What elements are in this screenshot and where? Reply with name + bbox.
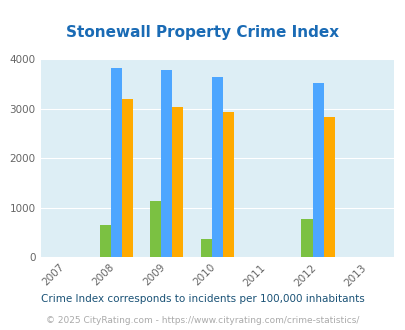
Bar — [323, 117, 334, 257]
Bar — [161, 70, 172, 257]
Bar — [111, 68, 122, 257]
Bar — [301, 219, 312, 257]
Bar — [211, 77, 222, 257]
Bar — [150, 201, 161, 257]
Bar — [222, 112, 233, 257]
Bar — [172, 107, 183, 257]
Bar — [200, 239, 211, 257]
Text: Stonewall Property Crime Index: Stonewall Property Crime Index — [66, 25, 339, 40]
Bar — [122, 99, 132, 257]
Bar — [99, 225, 111, 257]
Text: © 2025 CityRating.com - https://www.cityrating.com/crime-statistics/: © 2025 CityRating.com - https://www.city… — [46, 316, 359, 325]
Bar — [312, 83, 323, 257]
Text: Crime Index corresponds to incidents per 100,000 inhabitants: Crime Index corresponds to incidents per… — [41, 294, 364, 304]
